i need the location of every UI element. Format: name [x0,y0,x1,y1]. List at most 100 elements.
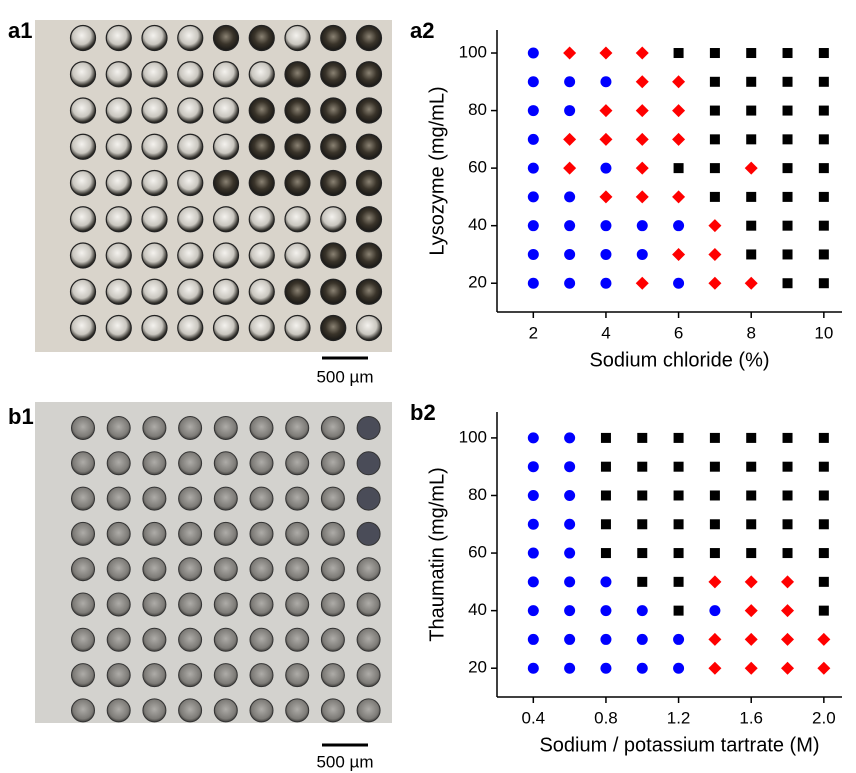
droplet [72,699,95,722]
point [781,662,794,675]
droplet [286,487,309,510]
point [674,48,684,58]
point [563,47,576,60]
point [710,77,720,87]
x-axis-title: Sodium / potassium tartrate (M) [539,734,819,756]
droplet [357,664,380,687]
droplet [71,171,96,196]
point [781,633,794,646]
droplet [286,522,309,545]
point [745,277,758,290]
x-tick-label: 10 [814,323,833,342]
droplet [179,487,202,510]
point [600,220,611,231]
droplet [285,98,310,123]
droplet [214,62,239,87]
point [672,190,685,203]
point [564,634,575,645]
droplet [142,98,167,123]
point [564,663,575,674]
point [672,133,685,146]
droplet [357,243,382,268]
droplet [357,593,380,616]
droplet [106,207,131,232]
droplet [178,134,203,159]
droplet [249,98,274,123]
point [637,220,648,231]
droplet [106,62,131,87]
point [783,134,793,144]
panel-label: a1 [8,18,32,43]
point [674,163,684,173]
point [673,278,684,289]
point [564,490,575,501]
droplet [143,699,166,722]
droplet [286,593,309,616]
point [599,190,612,203]
droplet [285,243,310,268]
droplet [357,207,382,232]
droplet [142,134,167,159]
figure: 500 µm 500 µm a1 b1 24681020406080100Sod… [0,0,856,773]
point [746,462,756,472]
point [783,278,793,288]
droplet [71,207,96,232]
point [636,190,649,203]
y-tick-label: 80 [468,485,487,504]
droplet [357,316,382,341]
droplet [321,62,346,87]
droplet [285,62,310,87]
point [710,433,720,443]
point [746,221,756,231]
point [710,490,720,500]
droplet [178,316,203,341]
point [528,163,539,174]
point [564,191,575,202]
scale-bar-label: 500 µm [316,367,373,386]
point [674,462,684,472]
y-tick-label: 40 [468,215,487,234]
x-tick-label: 2 [529,323,538,342]
point [710,548,720,558]
point [528,249,539,260]
point [672,104,685,117]
droplet [285,171,310,196]
droplet [143,487,166,510]
point [528,191,539,202]
droplet [71,279,96,304]
droplet [214,207,239,232]
point [819,134,829,144]
droplet [286,558,309,581]
droplet [321,593,344,616]
droplet [143,558,166,581]
point [637,433,647,443]
droplet [107,664,130,687]
point [817,633,830,646]
point [674,519,684,529]
droplet [321,522,344,545]
droplet [178,62,203,87]
point [636,277,649,290]
droplet [249,316,274,341]
droplet [106,243,131,268]
point [708,277,721,290]
droplet [286,664,309,687]
point [528,519,539,530]
droplet [214,628,237,651]
point [564,548,575,559]
point [710,134,720,144]
point [746,48,756,58]
droplet [321,171,346,196]
droplet [357,134,382,159]
point [745,162,758,175]
scale-bar-label: 500 µm [316,752,373,771]
droplet [249,171,274,196]
droplet [357,522,380,545]
droplet [178,207,203,232]
droplet [214,243,239,268]
point [600,663,611,674]
droplet [71,26,96,51]
point [783,490,793,500]
droplet [214,417,237,440]
point [600,634,611,645]
